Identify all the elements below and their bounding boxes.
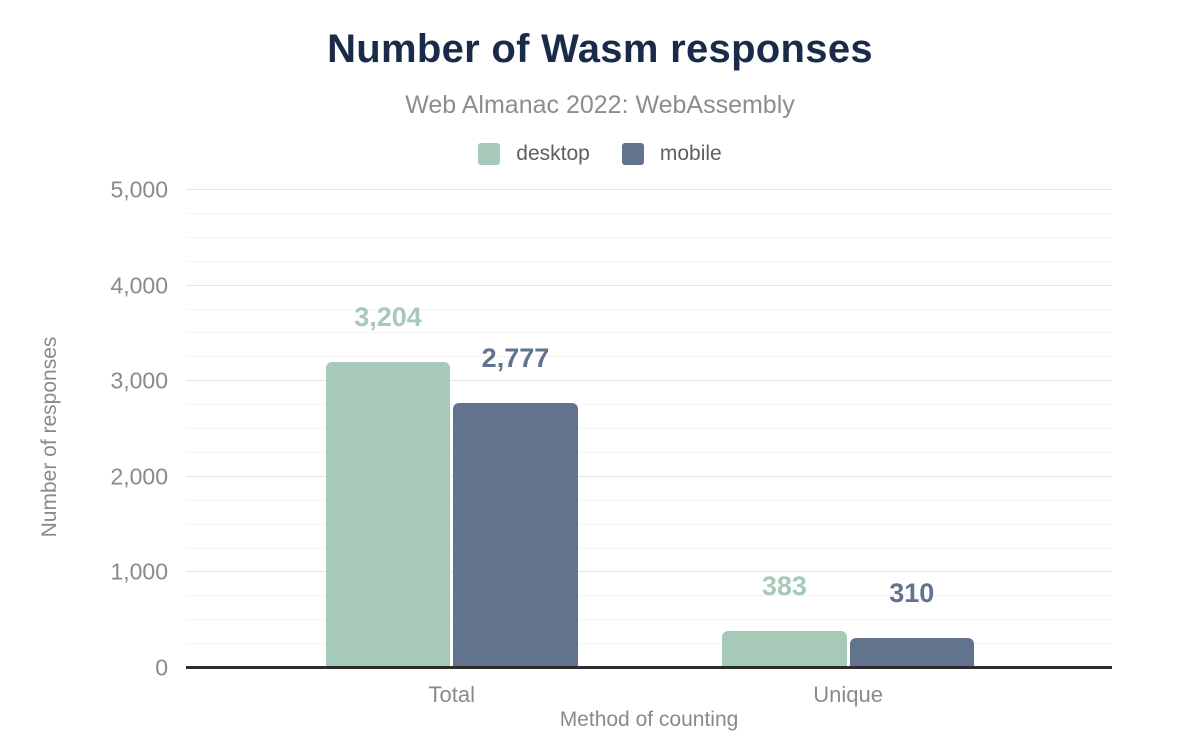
gridline-major <box>186 571 1112 573</box>
legend-item-mobile[interactable]: mobile <box>621 142 722 166</box>
bar-column-desktop: 383 <box>722 190 847 668</box>
legend-item-desktop[interactable]: desktop <box>478 142 590 166</box>
gridline-major <box>186 189 1112 190</box>
x-category-label: Total <box>428 682 475 707</box>
gridline-minor <box>186 332 1112 334</box>
gridline-minor <box>186 260 1112 262</box>
chart-subtitle: Web Almanac 2022: WebAssembly <box>405 91 795 119</box>
bar-mobile-total[interactable] <box>453 402 578 668</box>
gridline-minor <box>186 643 1112 645</box>
gridline-minor <box>186 595 1112 597</box>
bar-desktop-unique[interactable] <box>722 631 847 668</box>
x-axis-title: Method of counting <box>559 708 739 731</box>
gridline-major <box>186 475 1112 477</box>
bar-column-mobile: 310 <box>849 190 975 668</box>
bar-value-label: 383 <box>761 571 807 602</box>
gridline-minor <box>186 356 1112 358</box>
chart-title: Number of Wasm responses <box>327 27 873 71</box>
bar-value-label: 2,777 <box>481 342 550 373</box>
y-tick-label: 2,000 <box>110 463 168 490</box>
gridline-minor <box>186 308 1112 310</box>
x-category-label: Unique <box>813 682 883 707</box>
bar-mobile-unique[interactable] <box>849 638 975 668</box>
legend-swatch-desktop <box>478 143 501 165</box>
x-axis-line <box>186 666 1112 669</box>
gridline-minor <box>186 404 1112 406</box>
bar-value-label: 310 <box>889 578 935 609</box>
bar-column-mobile: 2,777 <box>453 190 578 668</box>
gridline-minor <box>186 428 1112 429</box>
gridline-major <box>186 284 1112 286</box>
bar-column-desktop: 3,204 <box>325 190 451 668</box>
legend-label: mobile <box>659 142 722 165</box>
y-axis-ticks: 0 1,000 2,000 3,000 4,000 5,000 <box>0 178 168 679</box>
gridline-major <box>186 380 1112 382</box>
gridline-minor <box>186 499 1112 501</box>
gridline-minor <box>186 451 1112 453</box>
gridline-minor <box>186 547 1112 549</box>
y-tick-label: 0 <box>155 654 168 681</box>
bar-value-label: 3,204 <box>354 301 422 332</box>
x-category-labels: Total Unique <box>186 684 1112 708</box>
legend-swatch-mobile <box>621 143 644 165</box>
legend-label: desktop <box>516 142 590 165</box>
gridline-minor <box>186 236 1112 238</box>
legend: desktop mobile <box>0 142 1200 166</box>
y-tick-label: 4,000 <box>110 272 168 299</box>
plot-area: 3,204 2,777 383 310 <box>186 189 1112 669</box>
gridline-minor <box>186 523 1112 525</box>
gridline-minor <box>186 619 1112 621</box>
bar-desktop-total[interactable] <box>325 361 451 668</box>
y-tick-label: 5,000 <box>110 176 168 203</box>
y-tick-label: 3,000 <box>110 367 168 394</box>
gridline-minor <box>186 212 1112 214</box>
bar-group-total: 3,204 2,777 <box>325 190 578 668</box>
y-tick-label: 1,000 <box>110 558 168 585</box>
bar-group-unique: 383 310 <box>722 190 975 668</box>
